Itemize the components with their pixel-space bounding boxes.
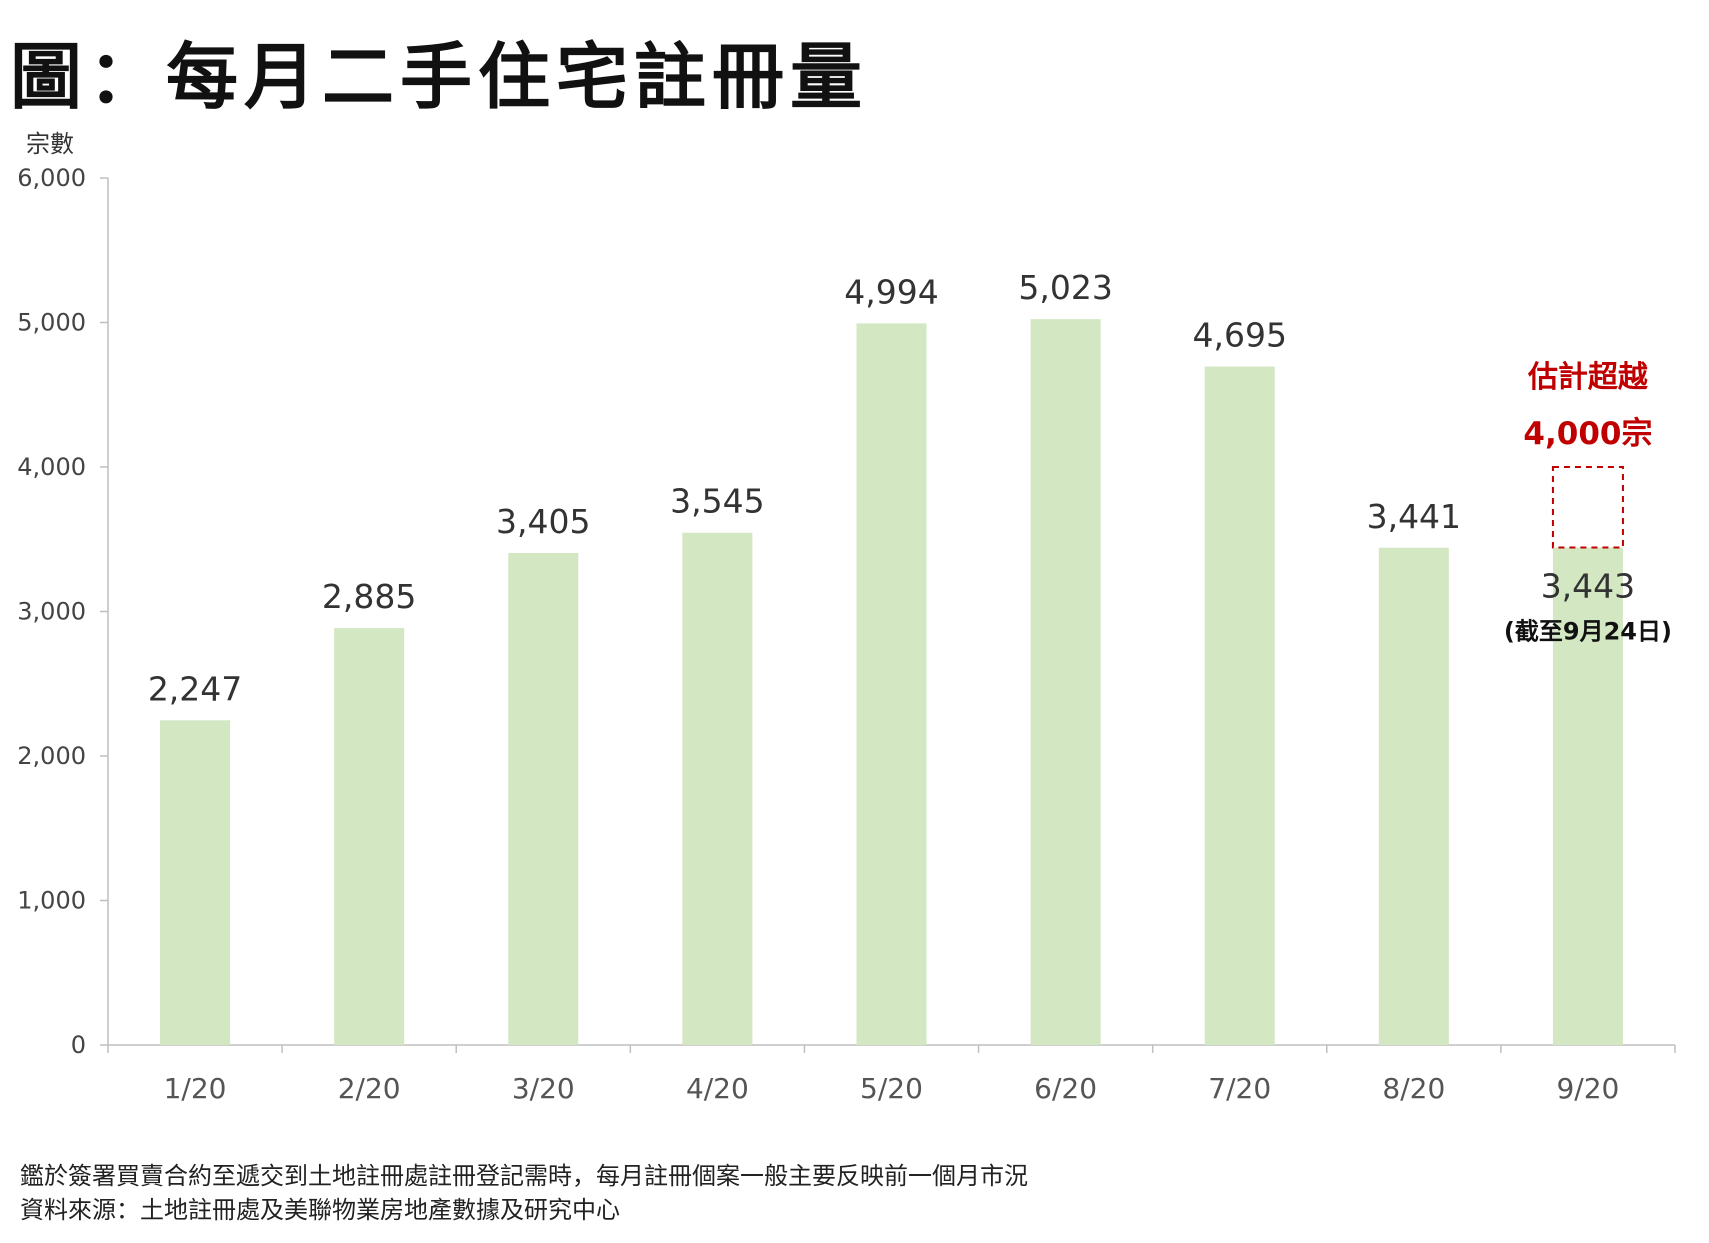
estimate-annotation-value: 4,000宗 [1523,416,1652,452]
y-tick-label: 1,000 [17,887,86,915]
footnote-disclaimer: 鑑於簽署買賣合約至遞交到土地註冊處註冊登記需時，每月註冊個案一般主要反映前一個月… [20,1162,1028,1190]
bar [856,323,927,1045]
x-tick-label: 6/20 [1034,1072,1097,1105]
bar [1030,319,1101,1045]
x-tick-label: 7/20 [1208,1072,1271,1105]
bar [160,720,231,1045]
bar [682,532,753,1045]
bar [1204,366,1275,1045]
y-tick-label: 2,000 [17,742,86,770]
data-label: 3,405 [496,502,590,541]
data-label: 3,441 [1367,497,1461,536]
estimate-dashed-box [1551,466,1624,549]
y-tick-label: 5,000 [17,309,86,337]
y-tick-label: 0 [71,1031,86,1059]
footnote-source: 資料來源：土地註冊處及美聯物業房地產數據及研究中心 [20,1196,620,1224]
x-tick-label: 1/20 [164,1072,227,1105]
bar [508,552,579,1045]
x-tick-label: 2/20 [338,1072,401,1105]
data-label: 3,545 [670,482,764,521]
x-tick-label: 4/20 [686,1072,749,1105]
x-tick-label: 3/20 [512,1072,575,1105]
x-tick-label: 5/20 [860,1072,923,1105]
partial-month-note: (截至9月24日) [1504,617,1672,645]
bar-chart: 0 1,000 2,000 3,000 4,000 5,000 6,000 2,247 1/20… [17,164,1676,1105]
y-tick-label: 6,000 [17,164,86,192]
data-label: 2,247 [148,669,242,708]
data-label: 5,023 [1018,268,1112,307]
data-label: 3,443 [1541,566,1635,605]
data-label: 4,695 [1192,316,1286,355]
bar [1552,547,1623,1045]
x-tick-label: 9/20 [1556,1072,1619,1105]
chart-title: 圖：每月二手住宅註冊量 [10,35,869,119]
x-tick-label: 8/20 [1382,1072,1445,1105]
bar [1378,547,1449,1045]
bar [334,628,405,1045]
data-label: 4,994 [844,272,938,311]
estimate-annotation-heading: 估計超越 [1527,360,1649,395]
y-axis-label: 宗數 [26,130,74,158]
y-tick-label: 4,000 [17,453,86,481]
data-label: 2,885 [322,577,416,616]
y-tick-label: 3,000 [17,598,86,626]
